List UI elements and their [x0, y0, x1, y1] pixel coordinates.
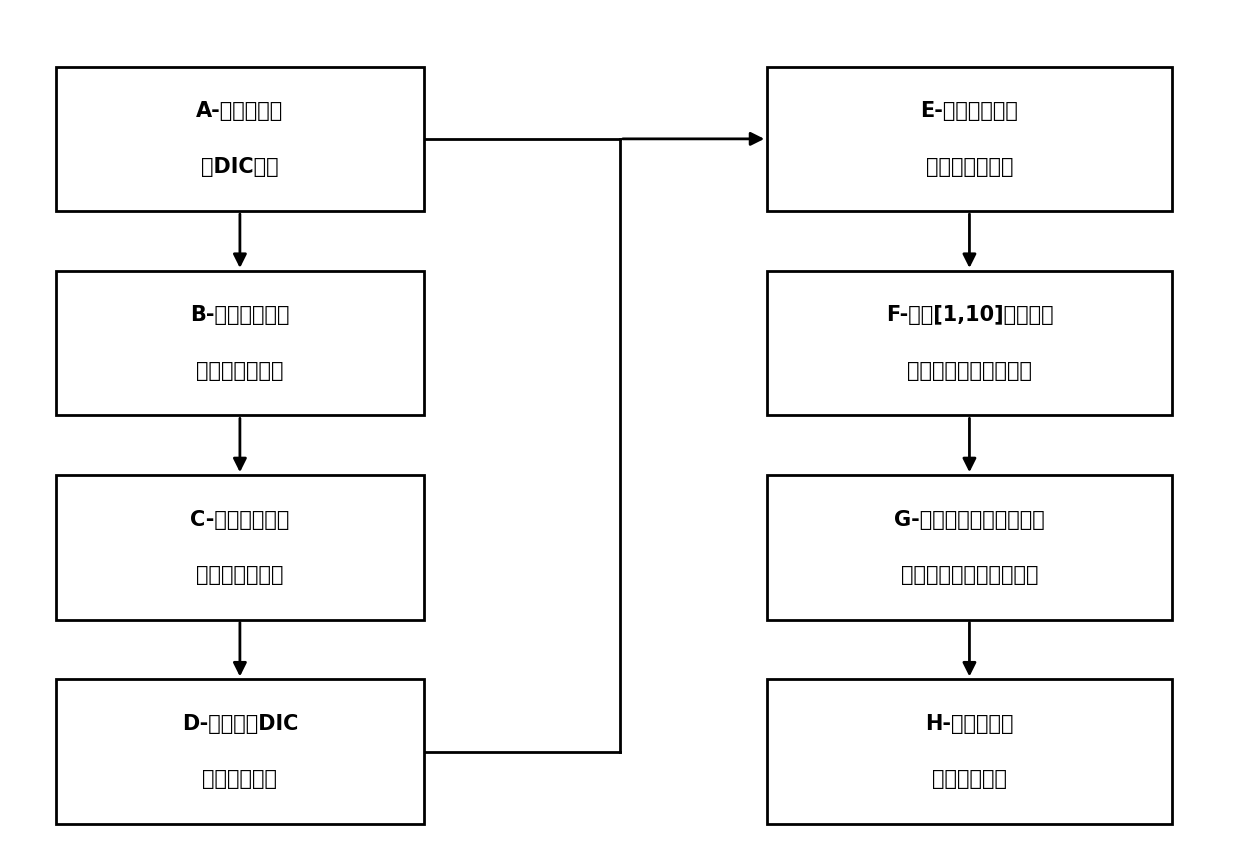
- Text: 试验结果输出: 试验结果输出: [202, 769, 278, 790]
- FancyBboxPatch shape: [56, 679, 424, 824]
- FancyBboxPatch shape: [768, 679, 1172, 824]
- Text: 网格生成与计算: 网格生成与计算: [196, 361, 284, 381]
- FancyBboxPatch shape: [56, 271, 424, 415]
- Text: 下的真实应力应变曲线: 下的真实应力应变曲线: [906, 361, 1032, 381]
- FancyBboxPatch shape: [768, 67, 1172, 211]
- Text: 实应力应变曲线: 实应力应变曲线: [926, 157, 1013, 176]
- Text: 料DIC试验: 料DIC试验: [201, 157, 279, 176]
- Text: F-获取[1,10]整数标距: F-获取[1,10]整数标距: [885, 305, 1053, 325]
- Text: G-对不同标距下的真实应: G-对不同标距下的真实应: [894, 509, 1045, 529]
- Text: D-单轴拉伸DIC: D-单轴拉伸DIC: [182, 714, 298, 734]
- Text: H-绘制材料的: H-绘制材料的: [925, 714, 1013, 734]
- Text: B-单轴拉伸试件: B-单轴拉伸试件: [190, 305, 290, 325]
- Text: A-单轴拉伸材: A-单轴拉伸材: [196, 101, 284, 121]
- Text: 标距效应曲线: 标距效应曲线: [932, 769, 1007, 790]
- FancyBboxPatch shape: [768, 475, 1172, 619]
- Text: E-计算并绘制真: E-计算并绘制真: [920, 101, 1018, 121]
- Text: 测量与节点命名: 测量与节点命名: [196, 565, 284, 585]
- FancyBboxPatch shape: [768, 271, 1172, 415]
- FancyBboxPatch shape: [56, 475, 424, 619]
- Text: C-单轴拉伸网格: C-单轴拉伸网格: [190, 509, 290, 529]
- FancyBboxPatch shape: [56, 67, 424, 211]
- Text: 力应变曲线进行数据处理: 力应变曲线进行数据处理: [900, 565, 1038, 585]
